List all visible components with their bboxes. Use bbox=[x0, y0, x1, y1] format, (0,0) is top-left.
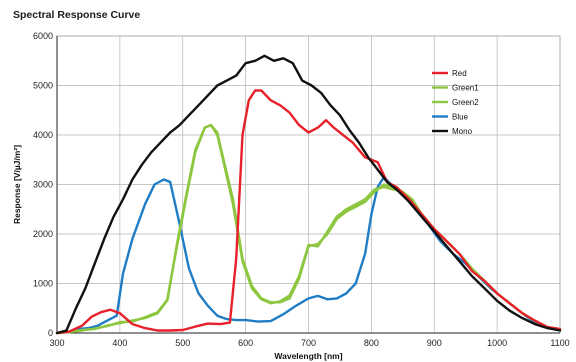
legend-label-red: Red bbox=[452, 69, 467, 78]
x-tick-label: 800 bbox=[364, 338, 379, 348]
legend-label-blue: Blue bbox=[452, 113, 469, 122]
y-axis-title: Response [V/µJ/m²] bbox=[12, 145, 22, 224]
y-tick-label: 1000 bbox=[33, 279, 53, 289]
x-axis-title: Wavelength [nm] bbox=[274, 351, 342, 361]
legend: Red Green1 Green2 Blue Mono bbox=[432, 69, 479, 136]
axes: 300 400 500 600 700 800 900 1000 1100 0 1000 2000 30… bbox=[12, 31, 570, 361]
x-tick-label: 300 bbox=[49, 338, 64, 348]
y-tick-label: 5000 bbox=[33, 81, 53, 91]
page-title: Spectral Response Curve bbox=[13, 9, 141, 21]
y-tick-label: 2000 bbox=[33, 229, 53, 239]
x-tick-label: 600 bbox=[238, 338, 253, 348]
y-tick-label: 6000 bbox=[33, 31, 53, 41]
x-tick-label: 500 bbox=[175, 338, 190, 348]
legend-label-green2: Green2 bbox=[452, 98, 479, 107]
x-tick-label: 1000 bbox=[487, 338, 507, 348]
legend-label-mono: Mono bbox=[452, 127, 473, 136]
grid bbox=[56, 35, 561, 334]
legend-label-green1: Green1 bbox=[452, 84, 479, 93]
x-tick-label: 900 bbox=[427, 338, 442, 348]
x-tick-label: 1100 bbox=[550, 338, 569, 348]
y-tick-label: 0 bbox=[48, 328, 53, 338]
x-tick-label: 400 bbox=[112, 338, 127, 348]
series-line-blue bbox=[55, 175, 562, 335]
y-tick-label: 3000 bbox=[33, 180, 53, 190]
x-tick-label: 700 bbox=[301, 338, 316, 348]
y-tick-label: 4000 bbox=[33, 130, 53, 140]
series-lines bbox=[55, 54, 562, 335]
series-line-red bbox=[55, 89, 562, 335]
series-line-mono bbox=[55, 54, 562, 335]
